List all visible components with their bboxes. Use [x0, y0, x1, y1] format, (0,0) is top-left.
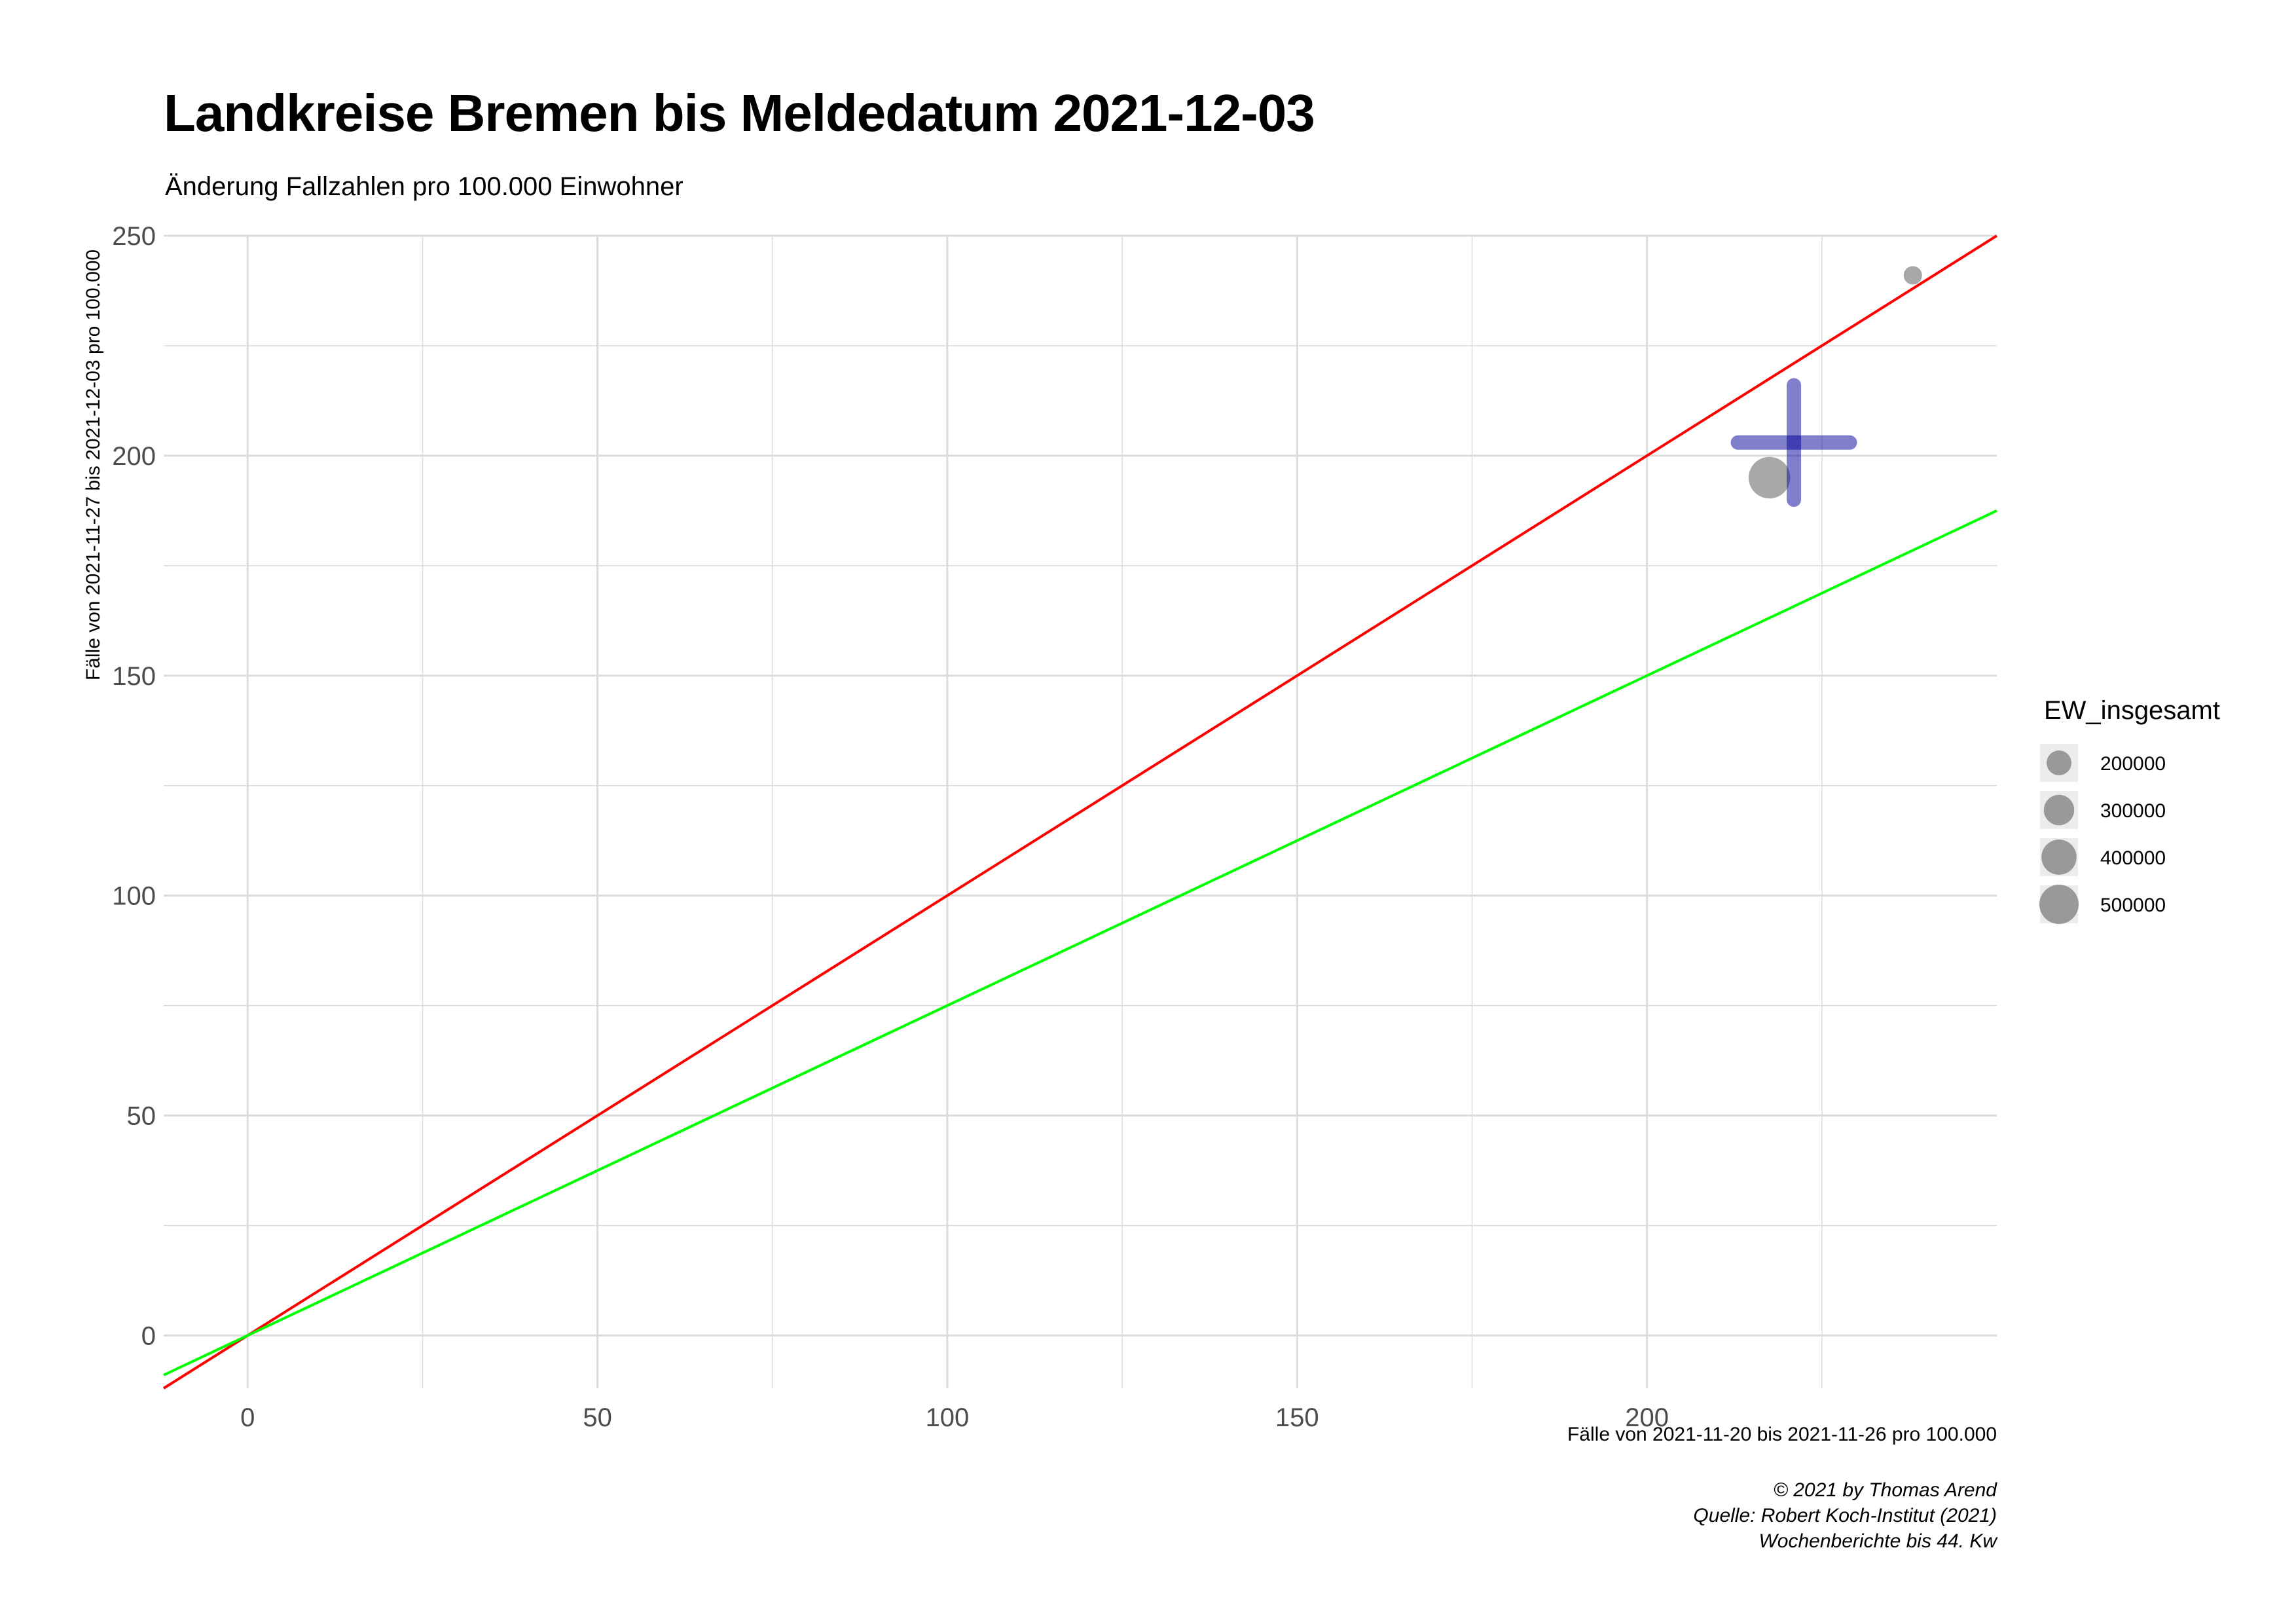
legend-key-circle: [2043, 794, 2075, 826]
reference-lines: [162, 234, 1998, 1390]
x-tick-label: 50: [583, 1403, 612, 1432]
chart-subtitle: Änderung Fallzahlen pro 100.000 Einwohne…: [165, 172, 683, 201]
x-tick-label: 200: [1625, 1403, 1669, 1432]
reference-line: [162, 234, 1998, 1390]
plot-grid: [164, 234, 1997, 1388]
legend-label: 200000: [2100, 753, 2166, 775]
legend-label: 500000: [2100, 895, 2166, 916]
chart-title: Landkreise Bremen bis Meldedatum 2021-12…: [164, 84, 1315, 142]
y-tick-label: 100: [112, 882, 156, 911]
legend-label: 400000: [2100, 847, 2166, 869]
data-points: [1748, 266, 1922, 499]
legend-key-circle: [2039, 885, 2079, 924]
data-point: [1748, 456, 1791, 499]
data-point: [1903, 266, 1922, 285]
legend-label: 300000: [2100, 800, 2166, 822]
legend-title: EW_insgesamt: [2044, 696, 2220, 725]
x-axis-label: Fälle von 2021-11-20 bis 2021-11-26 pro …: [1567, 1424, 1997, 1445]
reference-line: [163, 509, 1997, 1376]
legend-key-circle: [2041, 840, 2077, 875]
x-tick-label: 100: [926, 1403, 970, 1432]
y-tick-label: 50: [127, 1102, 156, 1131]
legend: EW_insgesamt 200000 300000 400000 500000: [2039, 696, 2220, 924]
y-tick-label: 250: [112, 222, 156, 251]
crosshair-marker: [1730, 378, 1857, 507]
y-tick-label: 200: [112, 442, 156, 471]
y-axis-label: Fälle von 2021-11-27 bis 2021-12-03 pro …: [82, 249, 104, 680]
caption-line-1: © 2021 by Thomas Arend: [1774, 1479, 1997, 1501]
y-tick-label: 0: [141, 1321, 156, 1350]
caption-line-2: Quelle: Robert Koch-Institut (2021): [1693, 1505, 1997, 1526]
axis-ticks: 0 50 100 150 200 0 50 100 150 200 250: [112, 222, 1669, 1432]
legend-key-circle: [2047, 750, 2071, 775]
legend-entries: 200000 300000 400000 500000: [2039, 744, 2166, 924]
caption: © 2021 by Thomas Arend Quelle: Robert Ko…: [1693, 1479, 1998, 1552]
y-tick-label: 150: [112, 662, 156, 691]
caption-line-3: Wochenberichte bis 44. Kw: [1758, 1530, 1998, 1552]
x-tick-label: 0: [240, 1403, 255, 1432]
x-tick-label: 150: [1275, 1403, 1319, 1432]
